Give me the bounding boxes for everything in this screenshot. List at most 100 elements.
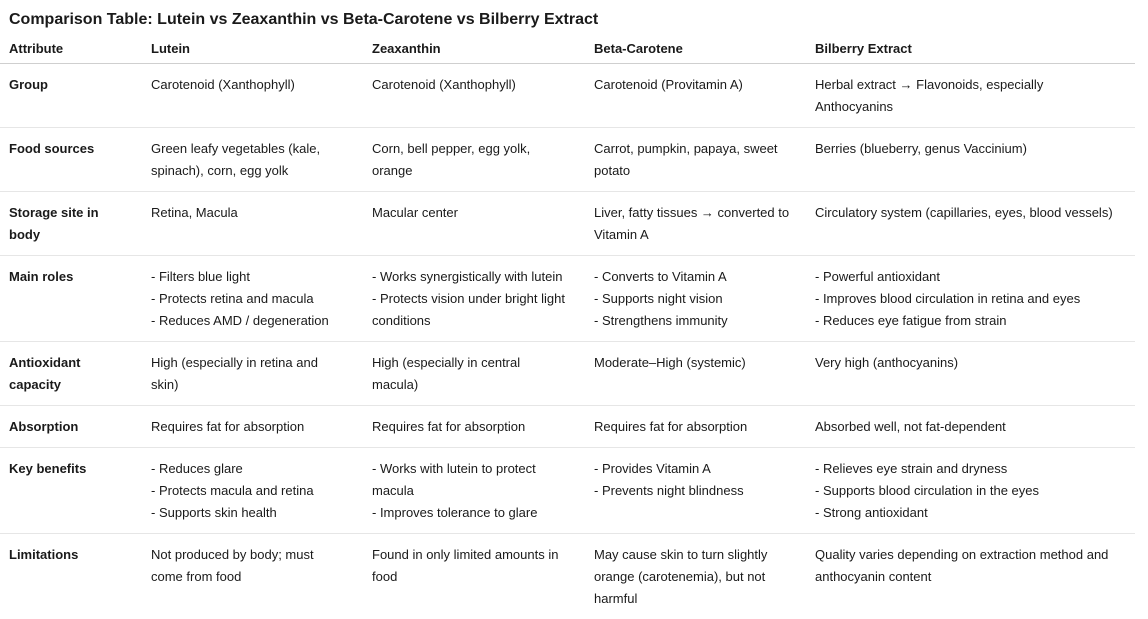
cell-line: Absorption: [9, 416, 126, 438]
row-label: Main roles: [0, 256, 142, 342]
table-cell: - Converts to Vitamin A- Supports night …: [585, 256, 806, 342]
table-row: Limitations Not produced by body; must co…: [0, 534, 1135, 619]
table-cell: High (especially in central macula): [363, 342, 585, 406]
cell-line: Carotenoid (Provitamin A): [594, 74, 790, 96]
cell-line: Group: [9, 74, 126, 96]
table-cell: Carotenoid (Provitamin A): [585, 64, 806, 128]
cell-line: - Protects vision under bright light con…: [372, 288, 569, 332]
row-label: Food sources: [0, 128, 142, 192]
cell-line: High (especially in retina and skin): [151, 352, 347, 396]
cell-line: Green leafy vegetables (kale, spinach), …: [151, 138, 347, 182]
cell-line: - Works with lutein to protect macula: [372, 458, 569, 502]
cell-line: Limitations: [9, 544, 126, 566]
page: Comparison Table: Lutein vs Zeaxanthin v…: [0, 0, 1148, 595]
cell-line: - Protects macula and retina: [151, 480, 347, 502]
cell-line: - Converts to Vitamin A: [594, 266, 790, 288]
table-row: Key benefits - Reduces glare- Protects ma…: [0, 448, 1135, 534]
table-body: Group Carotenoid (Xanthophyll) Carotenoid …: [0, 64, 1135, 619]
table-cell: - Works with lutein to protect macula- I…: [363, 448, 585, 534]
table-row: Storage site in body Retina, Macula Macula…: [0, 192, 1135, 256]
table-row: Main roles- Filters blue light- Protects…: [0, 256, 1135, 342]
cell-line: High (especially in central macula): [372, 352, 569, 396]
row-label: Limitations: [0, 534, 142, 619]
cell-line: Liver, fatty tissues → converted to Vita…: [594, 202, 790, 246]
cell-line: Moderate–High (systemic): [594, 352, 790, 374]
cell-line: - Filters blue light: [151, 266, 347, 288]
column-header: Attribute: [0, 38, 142, 64]
table-cell: Carrot, pumpkin, papaya, sweet potato: [585, 128, 806, 192]
cell-line: Carotenoid (Xanthophyll): [372, 74, 569, 96]
table-cell: Circulatory system (capillaries, eyes, b…: [806, 192, 1135, 256]
cell-line: - Strong antioxidant: [815, 502, 1119, 524]
table-cell: Found in only limited amounts in food: [363, 534, 585, 619]
row-label: Group: [0, 64, 142, 128]
cell-line: Storage site in body: [9, 202, 126, 246]
column-header: Bilberry Extract: [806, 38, 1135, 64]
cell-line: Carotenoid (Xanthophyll): [151, 74, 347, 96]
cell-line: - Improves tolerance to glare: [372, 502, 569, 524]
table-cell: - Powerful antioxidant- Improves blood c…: [806, 256, 1135, 342]
table-cell: Requires fat for absorption: [142, 406, 363, 448]
cell-line: - Reduces eye fatigue from strain: [815, 310, 1119, 332]
table-cell: - Relieves eye strain and dryness- Suppo…: [806, 448, 1135, 534]
table-cell: Macular center: [363, 192, 585, 256]
cell-line: - Supports blood circulation in the eyes: [815, 480, 1119, 502]
cell-line: Main roles: [9, 266, 126, 288]
cell-line: Not produced by body; must come from foo…: [151, 544, 347, 588]
cell-line: - Reduces AMD / degeneration: [151, 310, 347, 332]
table-cell: Absorbed well, not fat-dependent: [806, 406, 1135, 448]
cell-line: - Strengthens immunity: [594, 310, 790, 332]
row-label: Absorption: [0, 406, 142, 448]
cell-line: Absorbed well, not fat-dependent: [815, 416, 1119, 438]
page-title: Comparison Table: Lutein vs Zeaxanthin v…: [9, 9, 598, 31]
cell-line: Found in only limited amounts in food: [372, 544, 569, 588]
table-cell: Very high (anthocyanins): [806, 342, 1135, 406]
cell-line: Requires fat for absorption: [372, 416, 569, 438]
table-cell: Liver, fatty tissues → converted to Vita…: [585, 192, 806, 256]
cell-line: Key benefits: [9, 458, 126, 480]
cell-line: - Works synergistically with lutein: [372, 266, 569, 288]
cell-line: Requires fat for absorption: [594, 416, 790, 438]
table-cell: Herbal extract → Flavonoids, especially …: [806, 64, 1135, 128]
table-cell: Carotenoid (Xanthophyll): [363, 64, 585, 128]
cell-line: - Improves blood circulation in retina a…: [815, 288, 1119, 310]
column-header: Beta-Carotene: [585, 38, 806, 64]
cell-line: Macular center: [372, 202, 569, 224]
table-row: Antioxidant capacity High (especially in …: [0, 342, 1135, 406]
cell-line: Corn, bell pepper, egg yolk, orange: [372, 138, 569, 182]
cell-line: - Supports skin health: [151, 502, 347, 524]
cell-line: Herbal extract → Flavonoids, especially …: [815, 74, 1119, 118]
table-cell: Requires fat for absorption: [585, 406, 806, 448]
column-header: Zeaxanthin: [363, 38, 585, 64]
table-cell: Green leafy vegetables (kale, spinach), …: [142, 128, 363, 192]
cell-line: Requires fat for absorption: [151, 416, 347, 438]
cell-line: Retina, Macula: [151, 202, 347, 224]
table-cell: Not produced by body; must come from foo…: [142, 534, 363, 619]
cell-line: Quality varies depending on extraction m…: [815, 544, 1119, 588]
table-cell: Corn, bell pepper, egg yolk, orange: [363, 128, 585, 192]
table-cell: - Provides Vitamin A- Prevents night bli…: [585, 448, 806, 534]
table-cell: Requires fat for absorption: [363, 406, 585, 448]
cell-line: Very high (anthocyanins): [815, 352, 1119, 374]
table-cell: High (especially in retina and skin): [142, 342, 363, 406]
table-cell: Berries (blueberry, genus Vaccinium): [806, 128, 1135, 192]
cell-line: - Prevents night blindness: [594, 480, 790, 502]
cell-line: - Reduces glare: [151, 458, 347, 480]
cell-line: - Powerful antioxidant: [815, 266, 1119, 288]
row-label: Antioxidant capacity: [0, 342, 142, 406]
cell-line: May cause skin to turn slightly orange (…: [594, 544, 790, 610]
table-cell: - Filters blue light- Protects retina an…: [142, 256, 363, 342]
cell-line: Carrot, pumpkin, papaya, sweet potato: [594, 138, 790, 182]
column-header: Lutein: [142, 38, 363, 64]
cell-line: - Protects retina and macula: [151, 288, 347, 310]
row-label: Key benefits: [0, 448, 142, 534]
cell-line: Antioxidant capacity: [9, 352, 126, 396]
cell-line: Berries (blueberry, genus Vaccinium): [815, 138, 1119, 160]
cell-line: - Relieves eye strain and dryness: [815, 458, 1119, 480]
cell-line: Circulatory system (capillaries, eyes, b…: [815, 202, 1119, 224]
table-row: Group Carotenoid (Xanthophyll) Carotenoid …: [0, 64, 1135, 128]
table-cell: May cause skin to turn slightly orange (…: [585, 534, 806, 619]
